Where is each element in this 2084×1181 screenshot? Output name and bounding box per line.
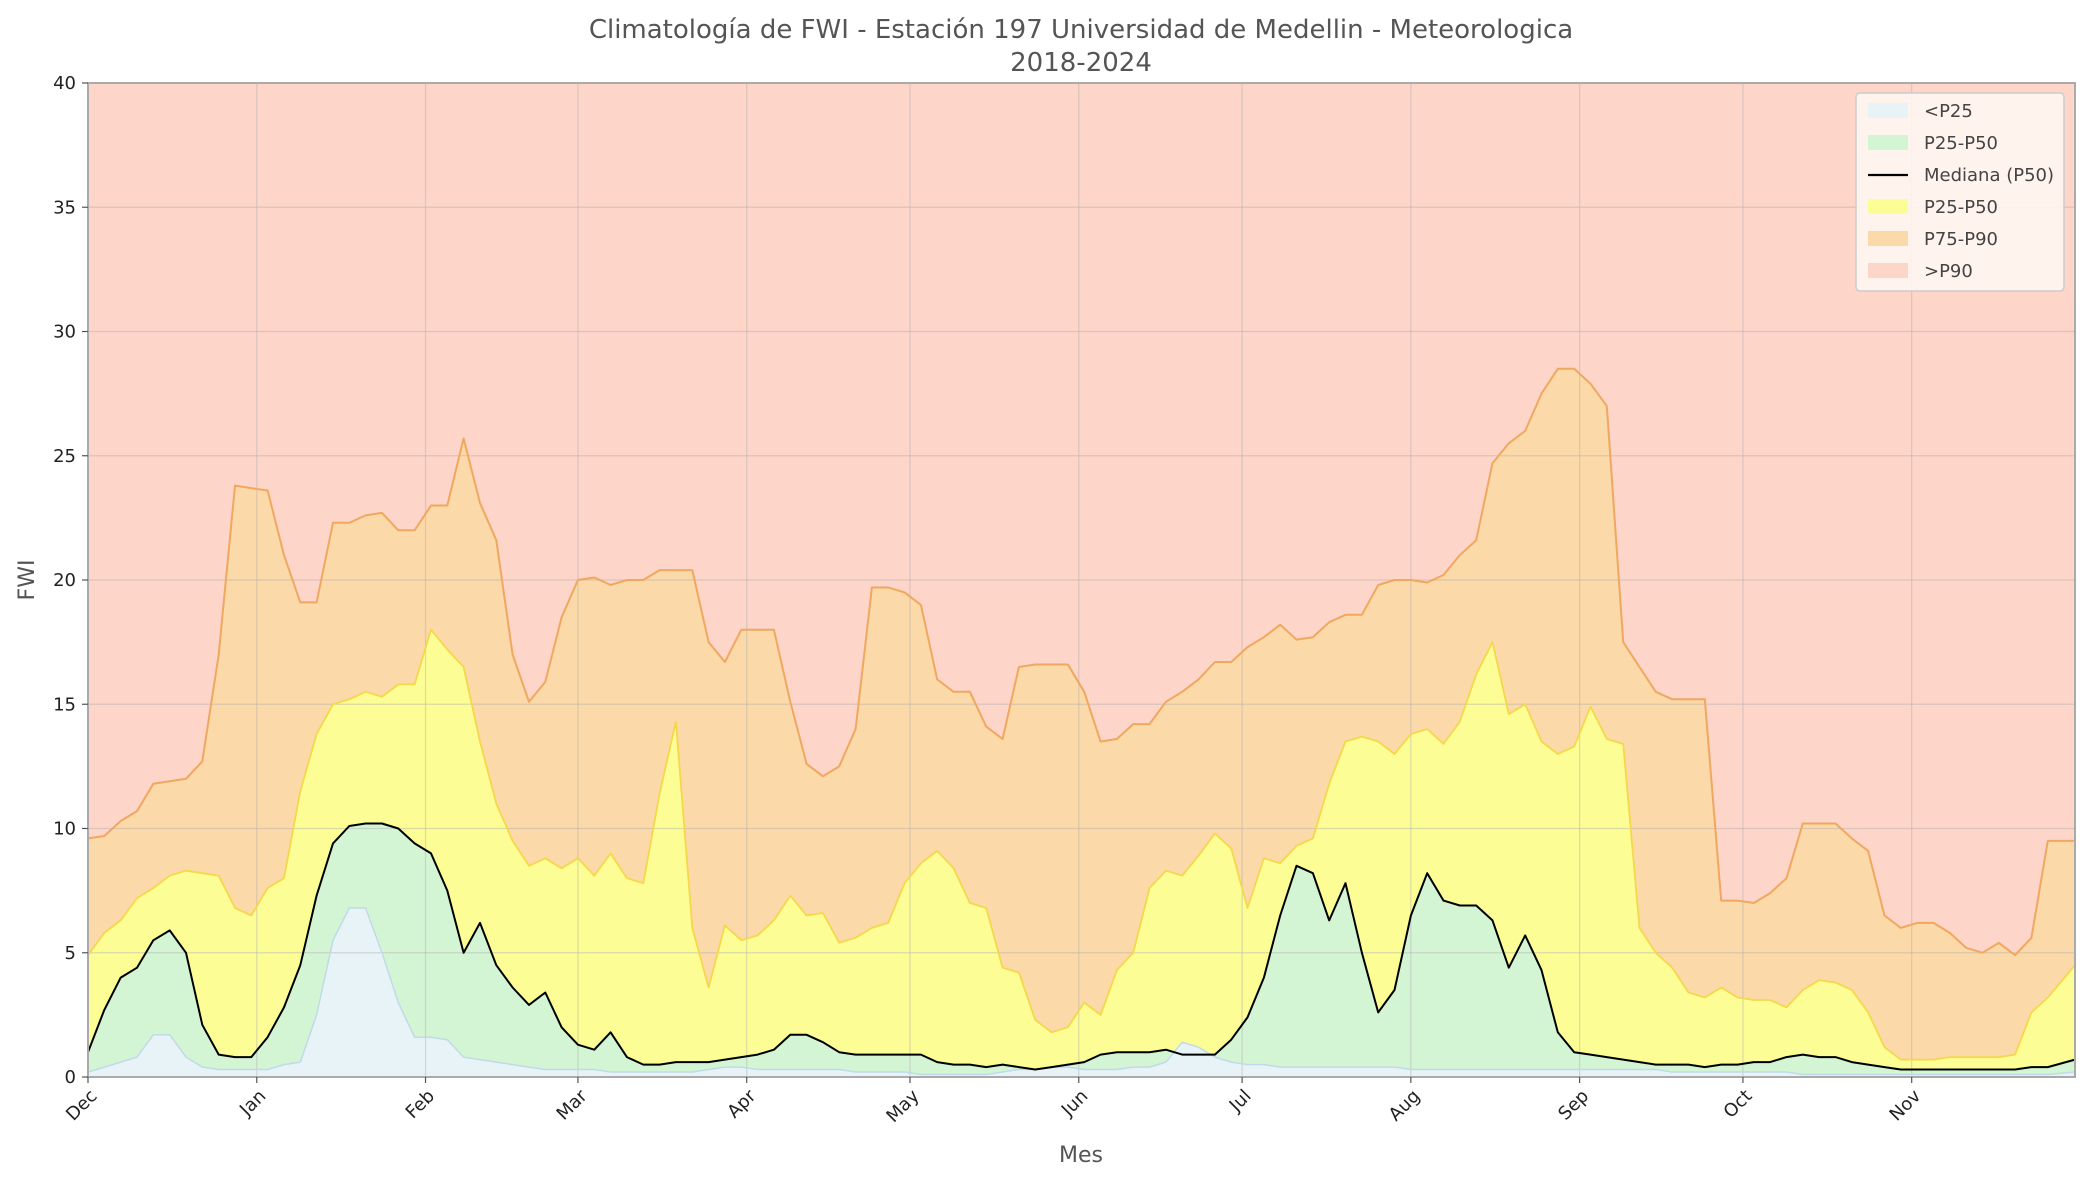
y-tick-label: 25 [53,446,76,467]
legend-swatch [1868,263,1908,278]
legend-label: P25-P50 [1924,197,1998,218]
x-tick-label: Aug [1385,1086,1425,1126]
x-tick-label: Mar [553,1085,592,1124]
median-line [87,822,2076,1071]
y-tick-label: 15 [53,694,76,715]
chart-title: Climatología de FWI - Estación 197 Unive… [589,15,1573,45]
y-tick-label: 0 [65,1067,76,1088]
p90-line [87,367,2075,957]
chart-subtitle: 2018-2024 [1010,48,1152,78]
x-tick-label: Apr [723,1085,760,1122]
y-tick-label: 5 [65,943,76,964]
y-tick-label: 10 [53,819,76,840]
x-tick-label: Sep [1554,1086,1593,1125]
y-axis: 0 5 10 15 20 25 30 35 40 [53,73,88,1088]
x-axis: Dec Jan Feb Mar Apr May Jun Jul Aug Sep Oct Nov [62,1077,1925,1127]
legend: <P25 P25-P50 Mediana (P50) P25-P50 P75-P90 >P… [1855,92,2065,292]
y-tick-label: 20 [53,570,76,591]
legend-label: <P25 [1924,101,1973,122]
p50-p75-band [88,629,2075,1070]
x-tick-label: Oct [1720,1086,1757,1123]
x-tick-label: Dec [62,1086,101,1125]
p75-p90-band [88,368,2075,1060]
x-tick-label: Nov [1886,1085,1926,1125]
p25-line [87,907,2076,1076]
x-tick-label: Jul [1225,1086,1256,1117]
legend-swatch [1868,231,1908,246]
x-tick-label: Feb [402,1086,439,1123]
plot-area [87,82,2076,1078]
p75-line [87,628,2076,1061]
y-tick-label: 40 [53,73,76,94]
x-axis-label: Mes [1059,1143,1103,1168]
legend-swatch [1868,135,1908,150]
legend-label: P25-P50 [1924,133,1998,154]
p25-p50-band [88,823,2075,1075]
x-tick-label: Jan [235,1086,270,1121]
y-tick-label: 35 [53,197,76,218]
x-tick-label: May [882,1085,923,1126]
legend-swatch [1868,199,1908,214]
legend-label: Mediana (P50) [1924,165,2054,186]
y-axis-label: FWI [15,560,40,601]
legend-label: P75-P90 [1924,229,1998,250]
legend-swatch [1868,103,1908,118]
y-tick-label: 30 [53,322,76,343]
legend-label: >P90 [1924,261,1973,282]
x-tick-label: Jun [1057,1086,1092,1121]
